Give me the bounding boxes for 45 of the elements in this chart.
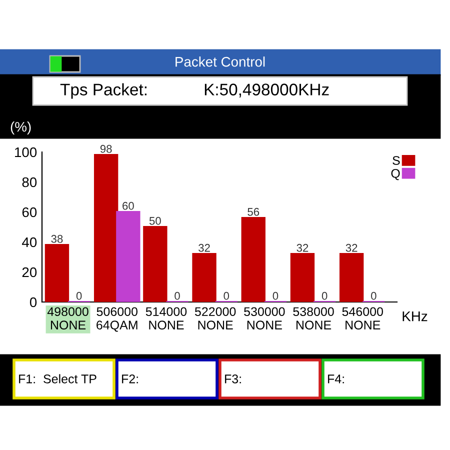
data-label: 32 — [296, 244, 308, 252]
bar — [241, 216, 266, 302]
text: F4: — [328, 374, 344, 384]
x-tick-label: 530000 NONE — [244, 307, 285, 330]
y-tick-label: 40 — [22, 237, 37, 248]
data-label: 60 — [122, 202, 134, 210]
bar — [339, 252, 364, 302]
text: F1: Select TP — [19, 374, 96, 384]
legend-label: S — [392, 156, 400, 165]
bar — [290, 252, 315, 302]
text: F3: — [225, 374, 241, 384]
y-tick-label: 80 — [22, 177, 37, 188]
data-label: 0 — [272, 292, 278, 300]
chart-title: Packet Control — [176, 56, 265, 67]
bar — [143, 226, 168, 302]
x-tick-label: 546000 NONE — [342, 307, 383, 330]
data-label: 50 — [149, 216, 161, 225]
data-label: 0 — [371, 292, 376, 300]
data-label: 0 — [322, 292, 328, 300]
legend-label: Q — [391, 168, 400, 180]
bar — [44, 244, 70, 302]
y-tick-label: 60 — [22, 207, 37, 218]
x-axis-title: KHz — [402, 312, 428, 322]
data-label: 0 — [76, 292, 82, 300]
chart-subtitle: Tps Packet: K:50,498000KHz — [60, 83, 329, 99]
x-tick-label: 498000 NONE — [47, 307, 88, 330]
data-label: 38 — [51, 234, 63, 243]
data-label: 56 — [248, 208, 260, 216]
data-label: 32 — [346, 244, 358, 252]
bar — [192, 252, 216, 302]
x-tick-label: 522000 NONE — [194, 307, 236, 330]
bar — [94, 154, 118, 302]
y-tick-label: 0 — [30, 297, 37, 308]
data-label: 0 — [224, 292, 230, 300]
x-tick-label: 514000 NONE — [146, 307, 187, 330]
data-label: 98 — [100, 144, 112, 153]
x-tick-label: 538000 NONE — [293, 307, 334, 330]
data-label: 32 — [198, 244, 210, 252]
bar — [116, 210, 140, 302]
y-axis-title: (%) — [10, 122, 31, 134]
x-tick-label: 506000 64QAM — [96, 307, 138, 332]
data-label: 0 — [174, 292, 180, 300]
y-tick-label: 20 — [22, 267, 37, 278]
text: F2: — [122, 374, 138, 384]
y-tick-label: 100 — [15, 147, 37, 158]
